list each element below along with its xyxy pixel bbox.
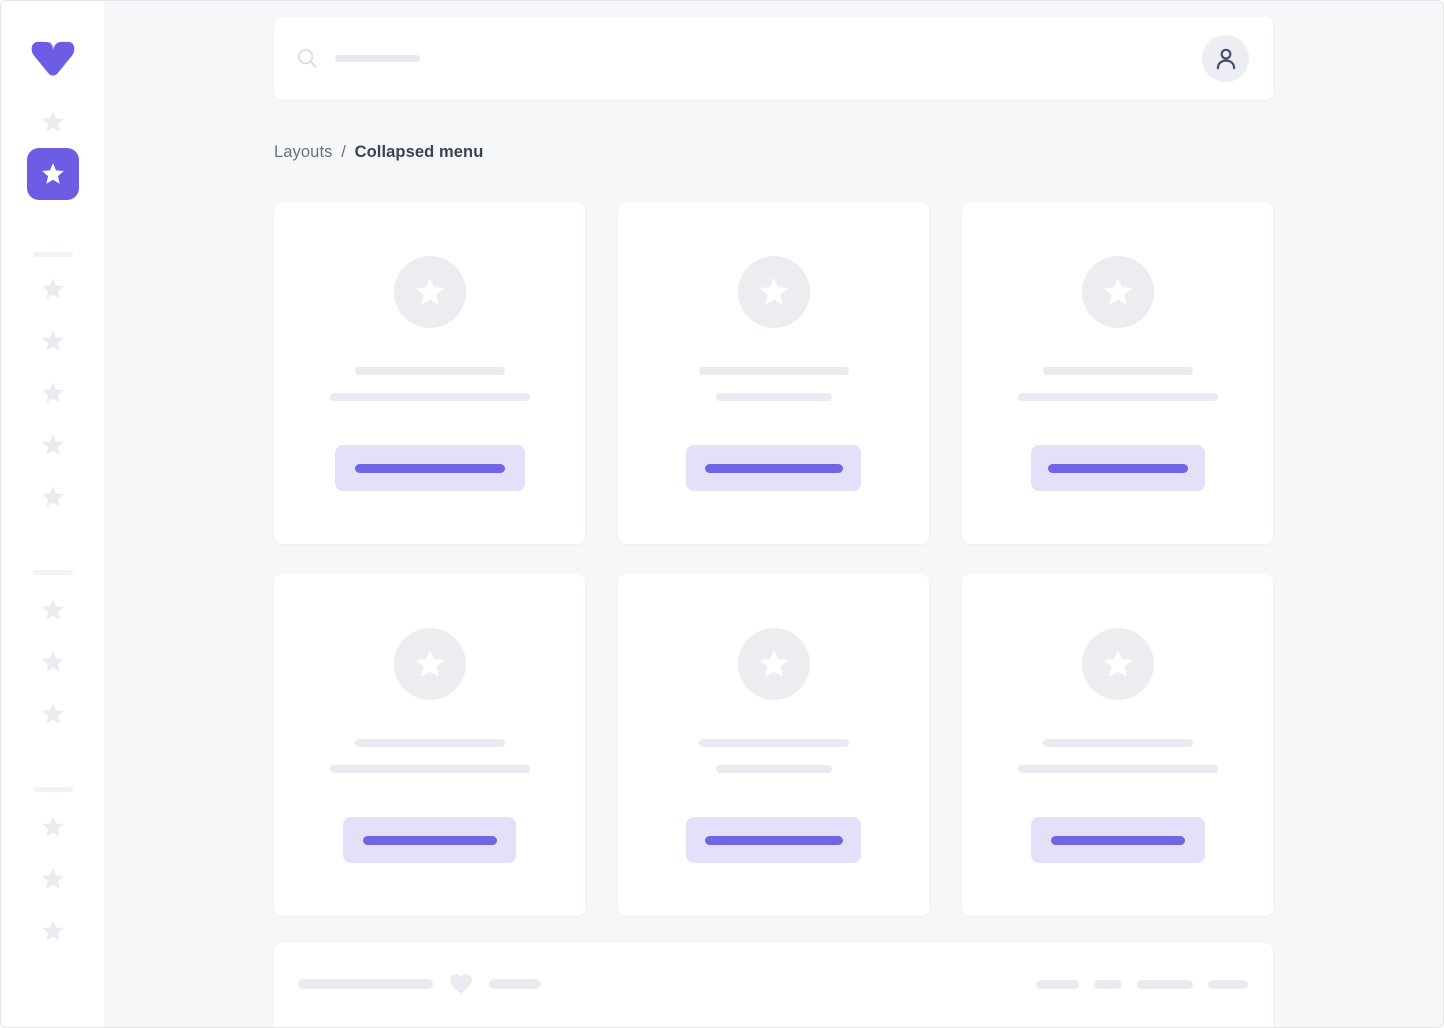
star-icon bbox=[40, 484, 66, 510]
text-skeleton-line bbox=[354, 367, 505, 375]
user-avatar-button[interactable] bbox=[1202, 35, 1249, 82]
text-skeleton-line bbox=[329, 765, 530, 773]
image-placeholder bbox=[393, 628, 466, 700]
content-card bbox=[962, 574, 1273, 916]
sidebar-item[interactable] bbox=[27, 109, 79, 135]
text-skeleton-line bbox=[354, 739, 505, 747]
image-placeholder bbox=[1081, 256, 1154, 328]
star-icon bbox=[40, 328, 66, 354]
text-skeleton-line bbox=[698, 739, 849, 747]
v-logo-icon bbox=[31, 41, 74, 76]
sidebar-divider bbox=[32, 787, 73, 792]
star-icon bbox=[40, 701, 66, 727]
sidebar-item[interactable] bbox=[27, 918, 79, 944]
image-placeholder bbox=[393, 256, 466, 328]
button-label-skeleton bbox=[354, 463, 505, 473]
star-icon bbox=[40, 276, 66, 302]
heart-icon bbox=[448, 971, 474, 997]
star-icon bbox=[413, 647, 447, 681]
text-skeleton-line bbox=[1017, 765, 1218, 773]
card-button[interactable] bbox=[686, 445, 861, 491]
footer-left bbox=[298, 971, 541, 997]
sidebar-item[interactable] bbox=[27, 649, 79, 675]
star-icon bbox=[40, 161, 66, 187]
sidebar-item-active[interactable] bbox=[26, 148, 79, 200]
sidebar-divider bbox=[32, 570, 73, 575]
breadcrumb-current: Collapsed menu bbox=[354, 143, 484, 161]
card-button[interactable] bbox=[686, 817, 861, 863]
star-icon bbox=[40, 432, 66, 458]
button-label-skeleton bbox=[1050, 835, 1185, 845]
person-icon bbox=[1216, 48, 1235, 69]
text-skeleton-line bbox=[698, 367, 849, 375]
content-card bbox=[962, 202, 1273, 544]
star-icon bbox=[40, 649, 66, 675]
card-button[interactable] bbox=[1030, 445, 1205, 491]
text-skeleton-bar bbox=[1094, 979, 1122, 989]
star-icon bbox=[757, 647, 791, 681]
star-icon bbox=[757, 275, 791, 309]
button-label-skeleton bbox=[1047, 463, 1188, 473]
sidebar-groups bbox=[27, 200, 79, 944]
text-skeleton-line bbox=[1042, 739, 1193, 747]
star-icon bbox=[1101, 647, 1135, 681]
text-skeleton-line bbox=[329, 393, 530, 401]
star-icon bbox=[1101, 275, 1135, 309]
text-skeleton-bar bbox=[298, 979, 433, 989]
sidebar-item[interactable] bbox=[27, 484, 79, 510]
footer-bar bbox=[274, 943, 1273, 1027]
footer-right bbox=[1036, 971, 1248, 997]
button-label-skeleton bbox=[704, 463, 843, 473]
sidebar-item[interactable] bbox=[27, 276, 79, 302]
text-skeleton-bar bbox=[1208, 979, 1248, 989]
button-label-skeleton bbox=[704, 835, 843, 845]
text-skeleton-line bbox=[715, 765, 832, 773]
image-placeholder bbox=[737, 628, 810, 700]
star-icon bbox=[40, 918, 66, 944]
search-placeholder-skeleton bbox=[335, 55, 420, 62]
card-button[interactable] bbox=[343, 817, 516, 863]
search-bar[interactable] bbox=[274, 17, 1273, 100]
button-label-skeleton bbox=[362, 835, 497, 845]
sidebar-item[interactable] bbox=[27, 701, 79, 727]
sidebar-item[interactable] bbox=[27, 814, 79, 840]
sidebar-item[interactable] bbox=[27, 432, 79, 458]
card-button[interactable] bbox=[1030, 817, 1205, 863]
content-card bbox=[618, 574, 929, 916]
star-icon bbox=[40, 814, 66, 840]
text-skeleton-bar bbox=[1137, 979, 1193, 989]
breadcrumb-link-layouts[interactable]: Layouts bbox=[274, 143, 333, 161]
breadcrumb: Layouts / Collapsed menu bbox=[274, 143, 1273, 162]
sidebar-item[interactable] bbox=[27, 380, 79, 406]
star-icon bbox=[40, 866, 66, 892]
text-skeleton-line bbox=[715, 393, 832, 401]
sidebar-divider bbox=[32, 252, 73, 257]
sidebar-item[interactable] bbox=[27, 328, 79, 354]
text-skeleton-bar bbox=[489, 979, 541, 989]
image-placeholder bbox=[737, 256, 810, 328]
content-card bbox=[274, 574, 585, 916]
star-icon bbox=[413, 275, 447, 309]
sidebar-item[interactable] bbox=[27, 597, 79, 623]
text-skeleton-line bbox=[1017, 393, 1218, 401]
text-skeleton-line bbox=[1042, 367, 1193, 375]
sidebar-item[interactable] bbox=[27, 866, 79, 892]
search-icon bbox=[297, 48, 317, 68]
card-button[interactable] bbox=[334, 445, 525, 491]
breadcrumb-separator: / bbox=[341, 143, 346, 161]
image-placeholder bbox=[1081, 628, 1154, 700]
star-icon bbox=[40, 380, 66, 406]
sidebar bbox=[1, 1, 104, 1027]
star-icon bbox=[40, 109, 66, 135]
cards-grid bbox=[274, 202, 1273, 916]
content-card bbox=[618, 202, 929, 544]
content-card bbox=[274, 202, 585, 544]
star-icon bbox=[40, 597, 66, 623]
logo[interactable] bbox=[27, 39, 79, 79]
text-skeleton-bar bbox=[1036, 979, 1079, 989]
main-content: Layouts / Collapsed menu bbox=[104, 1, 1443, 1027]
